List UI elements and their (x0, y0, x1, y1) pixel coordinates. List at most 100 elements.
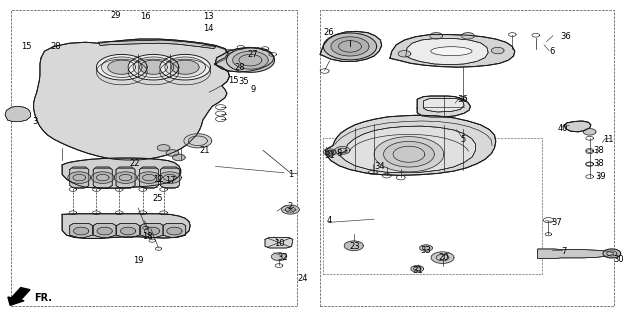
Text: 10: 10 (274, 239, 284, 248)
Polygon shape (424, 99, 464, 112)
Polygon shape (93, 223, 116, 237)
Text: 35: 35 (239, 77, 249, 86)
Polygon shape (62, 214, 190, 238)
Text: 23: 23 (350, 242, 360, 251)
Text: 8: 8 (337, 149, 342, 158)
Polygon shape (114, 172, 137, 183)
Polygon shape (325, 115, 496, 175)
Polygon shape (62, 158, 181, 188)
Polygon shape (91, 172, 114, 183)
Text: 32: 32 (277, 253, 287, 262)
Text: 25: 25 (152, 194, 162, 203)
Text: 19: 19 (133, 256, 143, 265)
Polygon shape (68, 172, 91, 183)
Text: 6: 6 (549, 47, 554, 56)
Polygon shape (117, 223, 139, 237)
Polygon shape (128, 54, 179, 80)
Polygon shape (491, 47, 504, 54)
Text: 16: 16 (141, 12, 151, 20)
Polygon shape (138, 172, 160, 183)
Text: 26: 26 (323, 28, 333, 36)
Polygon shape (271, 253, 287, 260)
Polygon shape (184, 134, 212, 148)
Polygon shape (226, 48, 275, 72)
Polygon shape (390, 35, 515, 67)
Polygon shape (233, 51, 268, 69)
Text: 38: 38 (594, 159, 604, 168)
Text: 28: 28 (235, 63, 245, 72)
Text: 24: 24 (298, 274, 308, 283)
Polygon shape (141, 223, 164, 237)
Text: 7: 7 (562, 247, 567, 256)
Text: 12: 12 (153, 175, 164, 184)
Polygon shape (34, 39, 230, 160)
Polygon shape (101, 57, 142, 77)
Polygon shape (384, 141, 434, 167)
Text: 18: 18 (142, 232, 152, 241)
Text: 14: 14 (203, 24, 213, 33)
Polygon shape (163, 223, 186, 237)
Polygon shape (158, 172, 181, 183)
Polygon shape (420, 245, 432, 251)
Polygon shape (96, 54, 147, 80)
Polygon shape (165, 57, 205, 77)
FancyArrow shape (8, 288, 30, 305)
Polygon shape (171, 60, 199, 74)
Text: 30: 30 (613, 255, 623, 264)
Polygon shape (166, 150, 179, 156)
Polygon shape (406, 38, 488, 65)
Polygon shape (320, 31, 382, 61)
Polygon shape (462, 33, 474, 39)
Polygon shape (108, 60, 136, 74)
Polygon shape (216, 47, 274, 72)
Polygon shape (398, 51, 411, 57)
Polygon shape (583, 129, 596, 135)
Polygon shape (417, 96, 470, 117)
Polygon shape (139, 167, 158, 188)
Text: 22: 22 (129, 159, 139, 168)
Text: 5: 5 (460, 135, 465, 144)
Polygon shape (431, 252, 454, 263)
Polygon shape (5, 106, 30, 122)
Polygon shape (538, 249, 614, 259)
Text: 21: 21 (199, 146, 209, 155)
Text: 17: 17 (165, 176, 175, 185)
Text: 4: 4 (327, 216, 332, 225)
Polygon shape (97, 227, 112, 235)
Polygon shape (281, 205, 299, 214)
Text: 20: 20 (439, 253, 449, 262)
Text: 29: 29 (110, 11, 120, 20)
Text: 33: 33 (421, 246, 431, 255)
Polygon shape (340, 126, 476, 173)
Polygon shape (70, 167, 89, 188)
Text: 38: 38 (594, 146, 604, 155)
Polygon shape (172, 154, 185, 161)
Polygon shape (430, 33, 443, 39)
Text: 15: 15 (228, 76, 238, 84)
Polygon shape (133, 57, 174, 77)
Text: 31: 31 (325, 151, 335, 160)
Text: 31: 31 (412, 266, 422, 275)
Polygon shape (335, 147, 350, 154)
Text: 3: 3 (32, 117, 37, 126)
Text: 2: 2 (288, 202, 293, 211)
Polygon shape (93, 167, 112, 188)
Polygon shape (331, 37, 369, 56)
Text: 28: 28 (51, 42, 61, 51)
Polygon shape (564, 121, 591, 132)
Text: 1: 1 (288, 170, 293, 179)
Polygon shape (603, 249, 621, 258)
Text: 39: 39 (596, 172, 606, 180)
Polygon shape (139, 60, 167, 74)
Polygon shape (265, 237, 293, 248)
Ellipse shape (430, 47, 472, 56)
Text: 36: 36 (560, 32, 571, 41)
Text: FR.: FR. (34, 293, 52, 303)
Polygon shape (323, 33, 377, 60)
Polygon shape (374, 137, 444, 172)
Polygon shape (157, 145, 170, 151)
Polygon shape (323, 149, 336, 155)
Polygon shape (160, 54, 210, 80)
Polygon shape (167, 227, 182, 235)
Text: 27: 27 (247, 50, 257, 59)
